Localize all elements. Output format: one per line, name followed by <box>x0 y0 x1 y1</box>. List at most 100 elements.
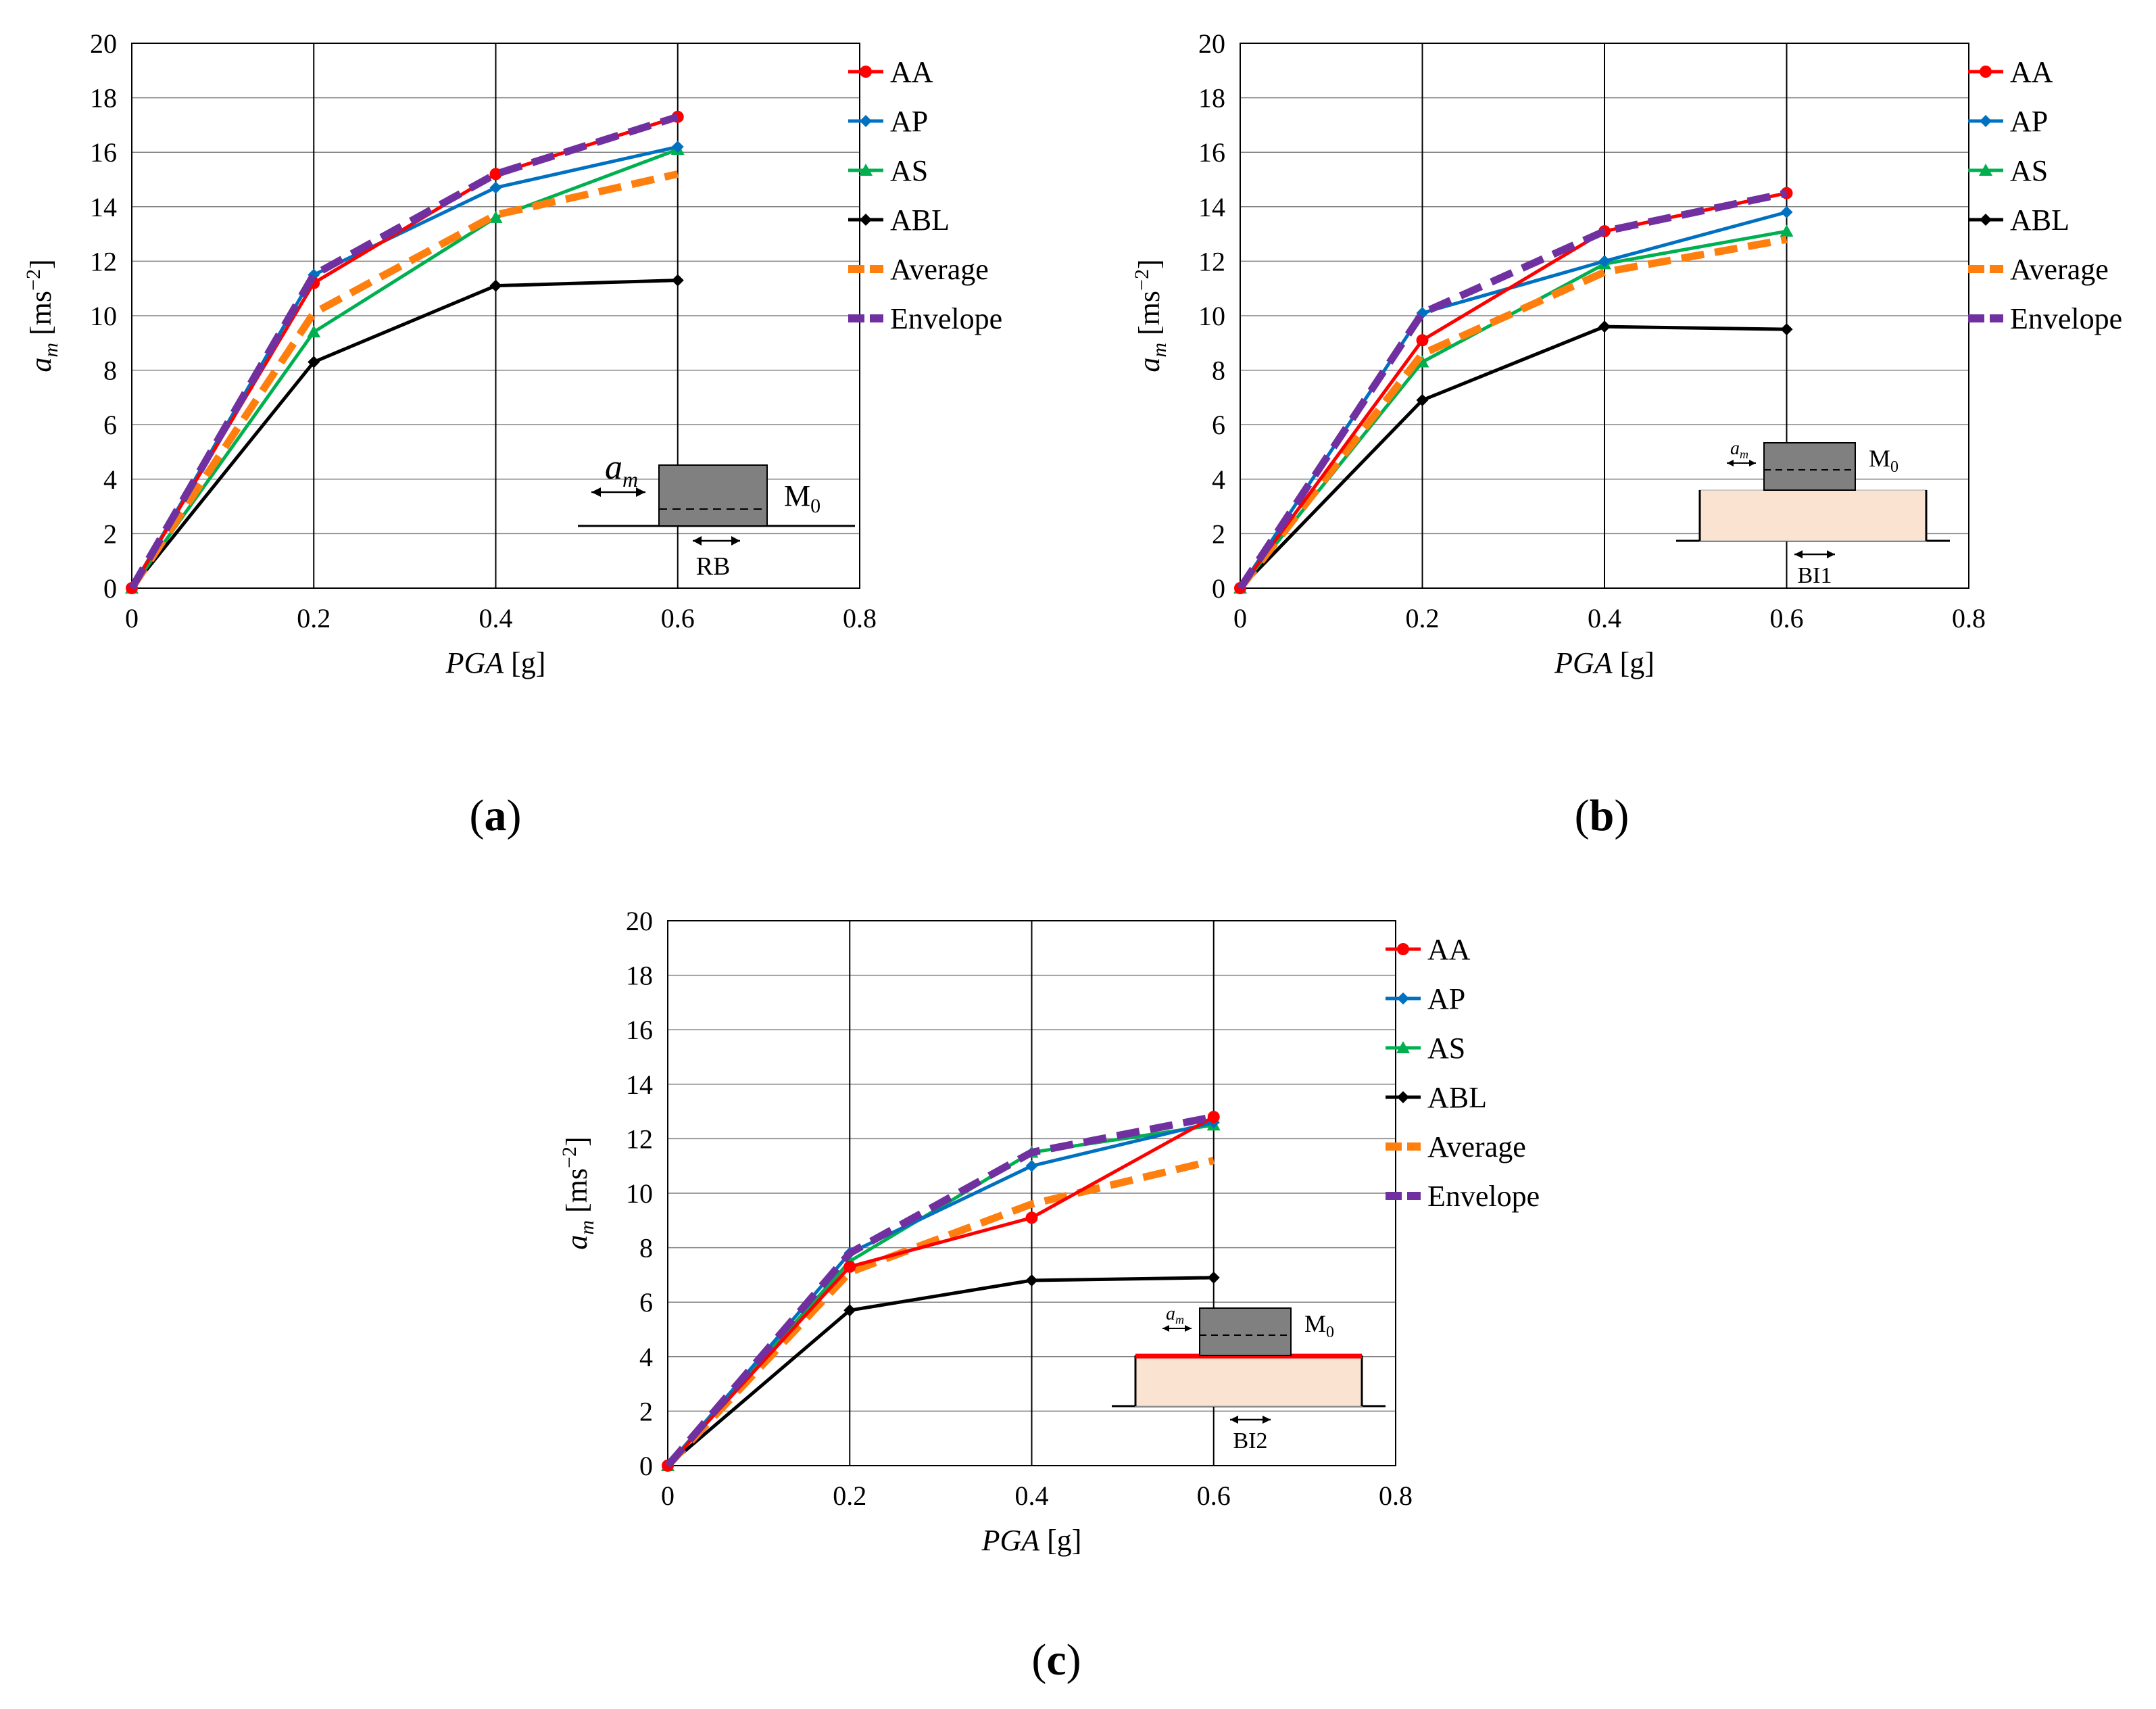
series-aa <box>662 1111 1220 1472</box>
inset-base-label: BI2 <box>1233 1428 1268 1453</box>
y-tick-label: 6 <box>1212 410 1225 440</box>
legend-marker-aa <box>1397 943 1409 955</box>
legend-label-aa: AA <box>2010 55 2053 89</box>
series-line-abl <box>1238 324 1788 590</box>
x-axis-label-unit: [g] <box>504 646 545 679</box>
data-point-as <box>1780 224 1794 237</box>
data-point-ap <box>1780 206 1793 218</box>
legend-marker-as <box>859 164 873 176</box>
data-point-abl <box>1598 320 1611 333</box>
am-arrowhead-left <box>1727 460 1734 466</box>
inset-am-var: a <box>1730 438 1740 459</box>
inset-am-sub: m <box>1740 448 1748 461</box>
x-tick-label: 0.8 <box>1952 603 1986 633</box>
series-line-abl <box>666 1276 1216 1468</box>
inset-mass-var: M <box>1869 445 1890 472</box>
y-axis-label: am [ms−2] <box>558 1136 598 1249</box>
am-arrowhead-right <box>636 487 645 497</box>
series-line-average <box>1237 235 1788 591</box>
legend-label-average: Average <box>2010 253 2109 286</box>
data-point-abl <box>1025 1274 1038 1286</box>
inset-mass-sub: 0 <box>810 495 820 517</box>
series-aa <box>126 110 684 594</box>
y-tick-label: 4 <box>103 464 117 495</box>
x-tick-label: 0.4 <box>1588 603 1621 633</box>
data-point-as <box>1415 355 1429 368</box>
y-tick-label: 14 <box>1198 192 1225 222</box>
series-line-envelope <box>664 1113 1215 1468</box>
data-point-as <box>489 210 503 223</box>
inset-am-label: am <box>605 448 638 491</box>
y-tick-label: 10 <box>626 1178 653 1209</box>
inset-schematic: am M0 RB <box>578 448 855 581</box>
legend: AA AP AS ABL Average Envelope <box>1386 933 1540 1213</box>
y-axis-label-close: ] <box>1133 259 1166 269</box>
panel-caption: (b) <box>1575 791 1630 840</box>
legend-label-envelope: Envelope <box>1427 1180 1540 1213</box>
caption-close: ) <box>1067 1635 1081 1685</box>
x-tick-label: 0.8 <box>843 603 877 633</box>
x-tick-label: 0.8 <box>1379 1481 1413 1511</box>
y-tick-label: 12 <box>1198 246 1225 276</box>
legend-label-abl: ABL <box>1427 1081 1487 1114</box>
x-axis-label-var: PGA <box>981 1524 1041 1557</box>
base-arrowhead-right <box>1827 550 1835 558</box>
legend: AA AP AS ABL Average Envelope <box>1968 55 2122 335</box>
legend-label-ap: AP <box>890 105 928 138</box>
x-tick-label: 0.6 <box>1770 603 1804 633</box>
y-tick-label: 8 <box>639 1233 653 1263</box>
y-tick-label: 8 <box>103 356 117 386</box>
series-line-average <box>128 170 679 591</box>
series-line-envelope <box>128 113 679 590</box>
y-tick-label: 18 <box>90 83 117 114</box>
caption-letter: b <box>1590 791 1615 840</box>
legend-marker-aa <box>860 66 872 78</box>
caption-letter: a <box>485 791 507 840</box>
y-axis-label-unit: [ms <box>1133 291 1166 343</box>
series-line-ap <box>130 145 680 590</box>
y-tick-label: 0 <box>1212 573 1225 604</box>
inset-mass-var: M <box>1304 1310 1326 1337</box>
inset-am-label: am <box>1166 1303 1184 1326</box>
am-arrowhead-left <box>591 487 601 497</box>
series-envelope <box>1237 189 1788 591</box>
base-arrowhead-left <box>693 536 702 546</box>
series-line-abl <box>130 279 680 590</box>
y-tick-label: 6 <box>103 410 117 440</box>
y-tick-label: 10 <box>1198 301 1225 331</box>
series-abl <box>126 274 684 594</box>
series-line-average <box>664 1157 1215 1468</box>
legend-label-aa: AA <box>1427 933 1471 966</box>
legend-marker-abl <box>1397 1091 1409 1103</box>
panel-caption: (a) <box>470 791 522 840</box>
isolator-layer <box>1135 1355 1363 1407</box>
legend-label-as: AS <box>1427 1032 1465 1065</box>
isolator-layer <box>1699 489 1927 541</box>
data-point-aa <box>843 1260 856 1273</box>
series-average <box>664 1157 1215 1468</box>
y-axis-label-sub: m <box>1148 343 1171 358</box>
y-axis-label-unit: [ms <box>24 291 57 343</box>
legend-label-envelope: Envelope <box>890 302 1002 335</box>
y-tick-label: 4 <box>639 1342 653 1372</box>
y-tick-label: 6 <box>639 1287 653 1318</box>
legend-label-ap: AP <box>1427 982 1465 1015</box>
legend-label-as: AS <box>2010 154 2048 187</box>
y-tick-label: 2 <box>103 519 117 549</box>
caption-open: ( <box>470 791 485 840</box>
series-line-aa <box>666 1115 1216 1468</box>
y-tick-label: 18 <box>626 961 653 991</box>
y-tick-label: 20 <box>626 906 653 936</box>
data-point-abl <box>489 279 502 292</box>
caption-close: ) <box>1614 791 1629 840</box>
y-axis-label-var: a <box>1133 358 1166 372</box>
y-tick-label: 10 <box>90 301 117 331</box>
y-tick-label: 14 <box>626 1069 653 1100</box>
y-tick-label: 0 <box>103 573 117 604</box>
y-tick-label: 8 <box>1212 356 1225 386</box>
inset-am-var: a <box>1166 1303 1175 1324</box>
inset-mass-label: M0 <box>1304 1310 1334 1341</box>
y-tick-label: 0 <box>639 1451 653 1481</box>
y-axis-label-exp: −2 <box>22 269 45 291</box>
